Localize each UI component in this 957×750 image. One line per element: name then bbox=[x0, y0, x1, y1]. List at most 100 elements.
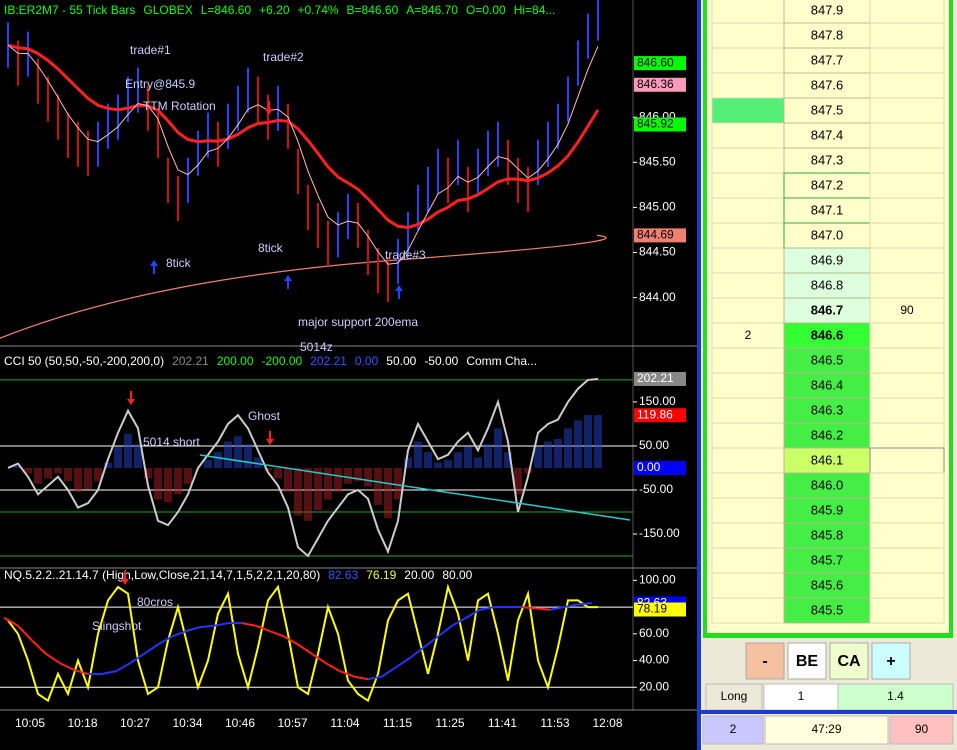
ladder-price-cell bbox=[783, 572, 871, 599]
nq-slow bbox=[577, 602, 593, 606]
order-button[interactable] bbox=[787, 642, 827, 680]
ladder-bid-cell bbox=[711, 397, 785, 424]
ladder-bid-cell bbox=[711, 522, 785, 549]
ladder-bid-cell bbox=[711, 222, 785, 249]
order-button-label[interactable]: + bbox=[886, 653, 895, 670]
header-text: L=846.60 bbox=[201, 3, 252, 17]
nq-slow bbox=[311, 653, 327, 665]
header-text: 50.00 bbox=[386, 354, 416, 368]
ladder-bid-cell bbox=[711, 322, 785, 349]
nq-slow bbox=[255, 624, 271, 633]
ladder-price-cell bbox=[783, 22, 871, 49]
arrow-up bbox=[150, 260, 158, 274]
nq-slow bbox=[171, 630, 187, 638]
nq-slow bbox=[269, 630, 285, 638]
ladder-price-cell bbox=[783, 147, 871, 174]
value-marker-label: 844.69 bbox=[637, 228, 674, 242]
ladder-price-cell bbox=[783, 522, 871, 549]
nq-slow bbox=[241, 622, 257, 627]
nq-slow bbox=[115, 662, 131, 673]
ladder-price-cell bbox=[783, 247, 871, 274]
header-text: 202.21 bbox=[172, 354, 209, 368]
annotation: TTM Rotation bbox=[143, 99, 216, 113]
ladder-ask: 90 bbox=[900, 303, 914, 317]
value-marker-label: 0.00 bbox=[637, 460, 661, 474]
ladder-price-cell bbox=[783, 297, 871, 324]
status-value: 47:29 bbox=[811, 722, 841, 736]
y-tick-label: -150.00 bbox=[639, 526, 680, 540]
header-text: 80.00 bbox=[442, 568, 472, 582]
ladder-bid-cell bbox=[711, 372, 785, 399]
nq-slow bbox=[437, 625, 453, 638]
x-tick-label: 10:57 bbox=[277, 716, 307, 730]
ladder-ask-cell bbox=[869, 72, 945, 99]
x-tick-label: 10:05 bbox=[15, 716, 45, 730]
arrow-down bbox=[121, 571, 129, 585]
ladder-price: 845.6 bbox=[811, 577, 844, 592]
nq-slow bbox=[17, 625, 33, 642]
ladder-price: 846.8 bbox=[811, 277, 844, 292]
nq-slow bbox=[3, 616, 19, 627]
header-text: 82.63 bbox=[328, 568, 358, 582]
ladder-price: 846.2 bbox=[811, 427, 844, 442]
order-button[interactable] bbox=[829, 642, 869, 680]
x-tick-label: 11:53 bbox=[540, 716, 569, 730]
ladder-frame-bottom bbox=[703, 633, 953, 638]
header-text: Comm Cha... bbox=[466, 354, 537, 368]
ema200-line bbox=[0, 234, 607, 339]
ladder-ask-cell bbox=[869, 47, 945, 74]
arrow-up bbox=[395, 285, 403, 299]
ladder-ask-cell bbox=[869, 197, 945, 224]
ladder-ask-cell bbox=[869, 247, 945, 274]
ladder-bid-cell bbox=[711, 247, 785, 274]
order-button[interactable] bbox=[745, 642, 785, 680]
arrow-up bbox=[284, 275, 292, 289]
ladder-bid-cell bbox=[711, 172, 785, 199]
ladder-ask-cell bbox=[869, 397, 945, 424]
ladder-price-cell bbox=[783, 172, 871, 199]
ladder-price: 847.6 bbox=[811, 77, 844, 92]
status-cell bbox=[889, 715, 954, 745]
header-text: 0.00 bbox=[355, 354, 379, 368]
y-tick-label: 40.00 bbox=[639, 653, 669, 667]
status-cell bbox=[764, 715, 889, 745]
order-button-label[interactable]: BE bbox=[796, 653, 819, 670]
x-tick-label: 12:08 bbox=[592, 716, 622, 730]
nq-slow bbox=[213, 622, 229, 627]
cci-line bbox=[7, 377, 599, 558]
value-marker bbox=[634, 408, 686, 423]
ladder-price: 847.4 bbox=[811, 127, 844, 142]
ladder-ask-cell bbox=[869, 447, 945, 474]
nq-slow bbox=[45, 653, 61, 665]
y-tick-label: 845.50 bbox=[639, 155, 676, 169]
header-text: +6.20 bbox=[259, 3, 290, 17]
nq-slow bbox=[101, 670, 117, 675]
nq-slow bbox=[297, 643, 313, 655]
order-button-label[interactable]: - bbox=[762, 653, 767, 670]
ladder-price: 845.9 bbox=[811, 502, 844, 517]
nq-slow bbox=[563, 603, 579, 609]
ladder-bid-cell bbox=[711, 147, 785, 174]
x-tick-label: 11:41 bbox=[488, 716, 517, 730]
arrow-down bbox=[266, 431, 274, 445]
order-button-label[interactable]: CA bbox=[837, 653, 861, 670]
header-text: -200.00 bbox=[262, 354, 303, 368]
ladder-bid-cell bbox=[711, 22, 785, 49]
ladder-price: 847.8 bbox=[811, 27, 844, 42]
ladder-price: 847.2 bbox=[811, 177, 844, 192]
y-tick-label: 844.00 bbox=[639, 290, 676, 304]
status-value: 2 bbox=[730, 722, 737, 736]
ladder-bid-cell bbox=[711, 572, 785, 599]
nq-slow bbox=[129, 653, 145, 665]
ladder-price: 846.5 bbox=[811, 352, 844, 367]
value-marker-label: 119.86 bbox=[637, 407, 673, 421]
order-button[interactable] bbox=[871, 642, 911, 680]
fast-ema bbox=[7, 44, 599, 265]
ladder-price-cell bbox=[783, 72, 871, 99]
header-text: 20.00 bbox=[404, 568, 434, 582]
ladder-price: 847.0 bbox=[811, 227, 844, 242]
annotation: 5014 short bbox=[143, 435, 200, 449]
ladder-ask-cell bbox=[869, 422, 945, 449]
header-text: GLOBEX bbox=[143, 3, 192, 17]
header-text: Hi=84... bbox=[514, 3, 556, 17]
